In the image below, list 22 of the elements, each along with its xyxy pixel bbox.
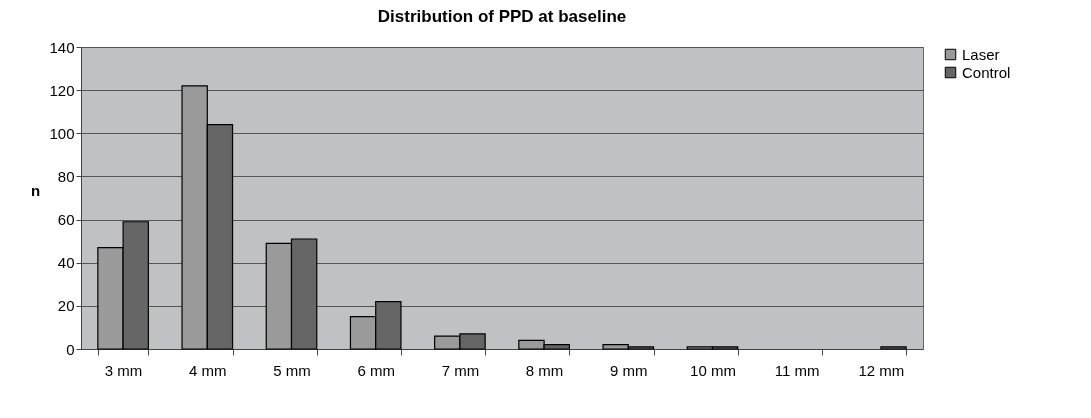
y-tick-label: 140: [49, 38, 75, 56]
x-tick-label: 11 mm: [774, 361, 820, 379]
legend-label: Laser: [962, 45, 1000, 63]
y-tick-label: 120: [49, 81, 75, 99]
x-tick-label: 7 mm: [441, 361, 480, 379]
y-tick-label: 60: [57, 211, 75, 229]
y-tick-label: 100: [49, 124, 75, 142]
x-tick-label: 12 mm: [858, 361, 905, 379]
x-tick-label: 4 mm: [189, 361, 227, 379]
x-tick-label: 9 mm: [610, 361, 648, 379]
x-tick-label: 3 mm: [104, 361, 143, 379]
y-tick-label: 40: [57, 254, 75, 272]
y-tick-label: 0: [66, 340, 75, 358]
x-tick-label: 6 mm: [357, 361, 395, 379]
y-tick-label: 20: [57, 297, 75, 315]
legend-label: Control: [962, 63, 1011, 81]
y-tick-label: 80: [57, 167, 75, 185]
x-tick-label: 10 mm: [690, 361, 736, 379]
y-axis-title: n: [30, 181, 41, 199]
x-tick-label: 8 mm: [525, 361, 564, 379]
chart-title: Distribution of PPD at baseline: [377, 7, 627, 26]
x-tick-label: 5 mm: [273, 361, 311, 379]
